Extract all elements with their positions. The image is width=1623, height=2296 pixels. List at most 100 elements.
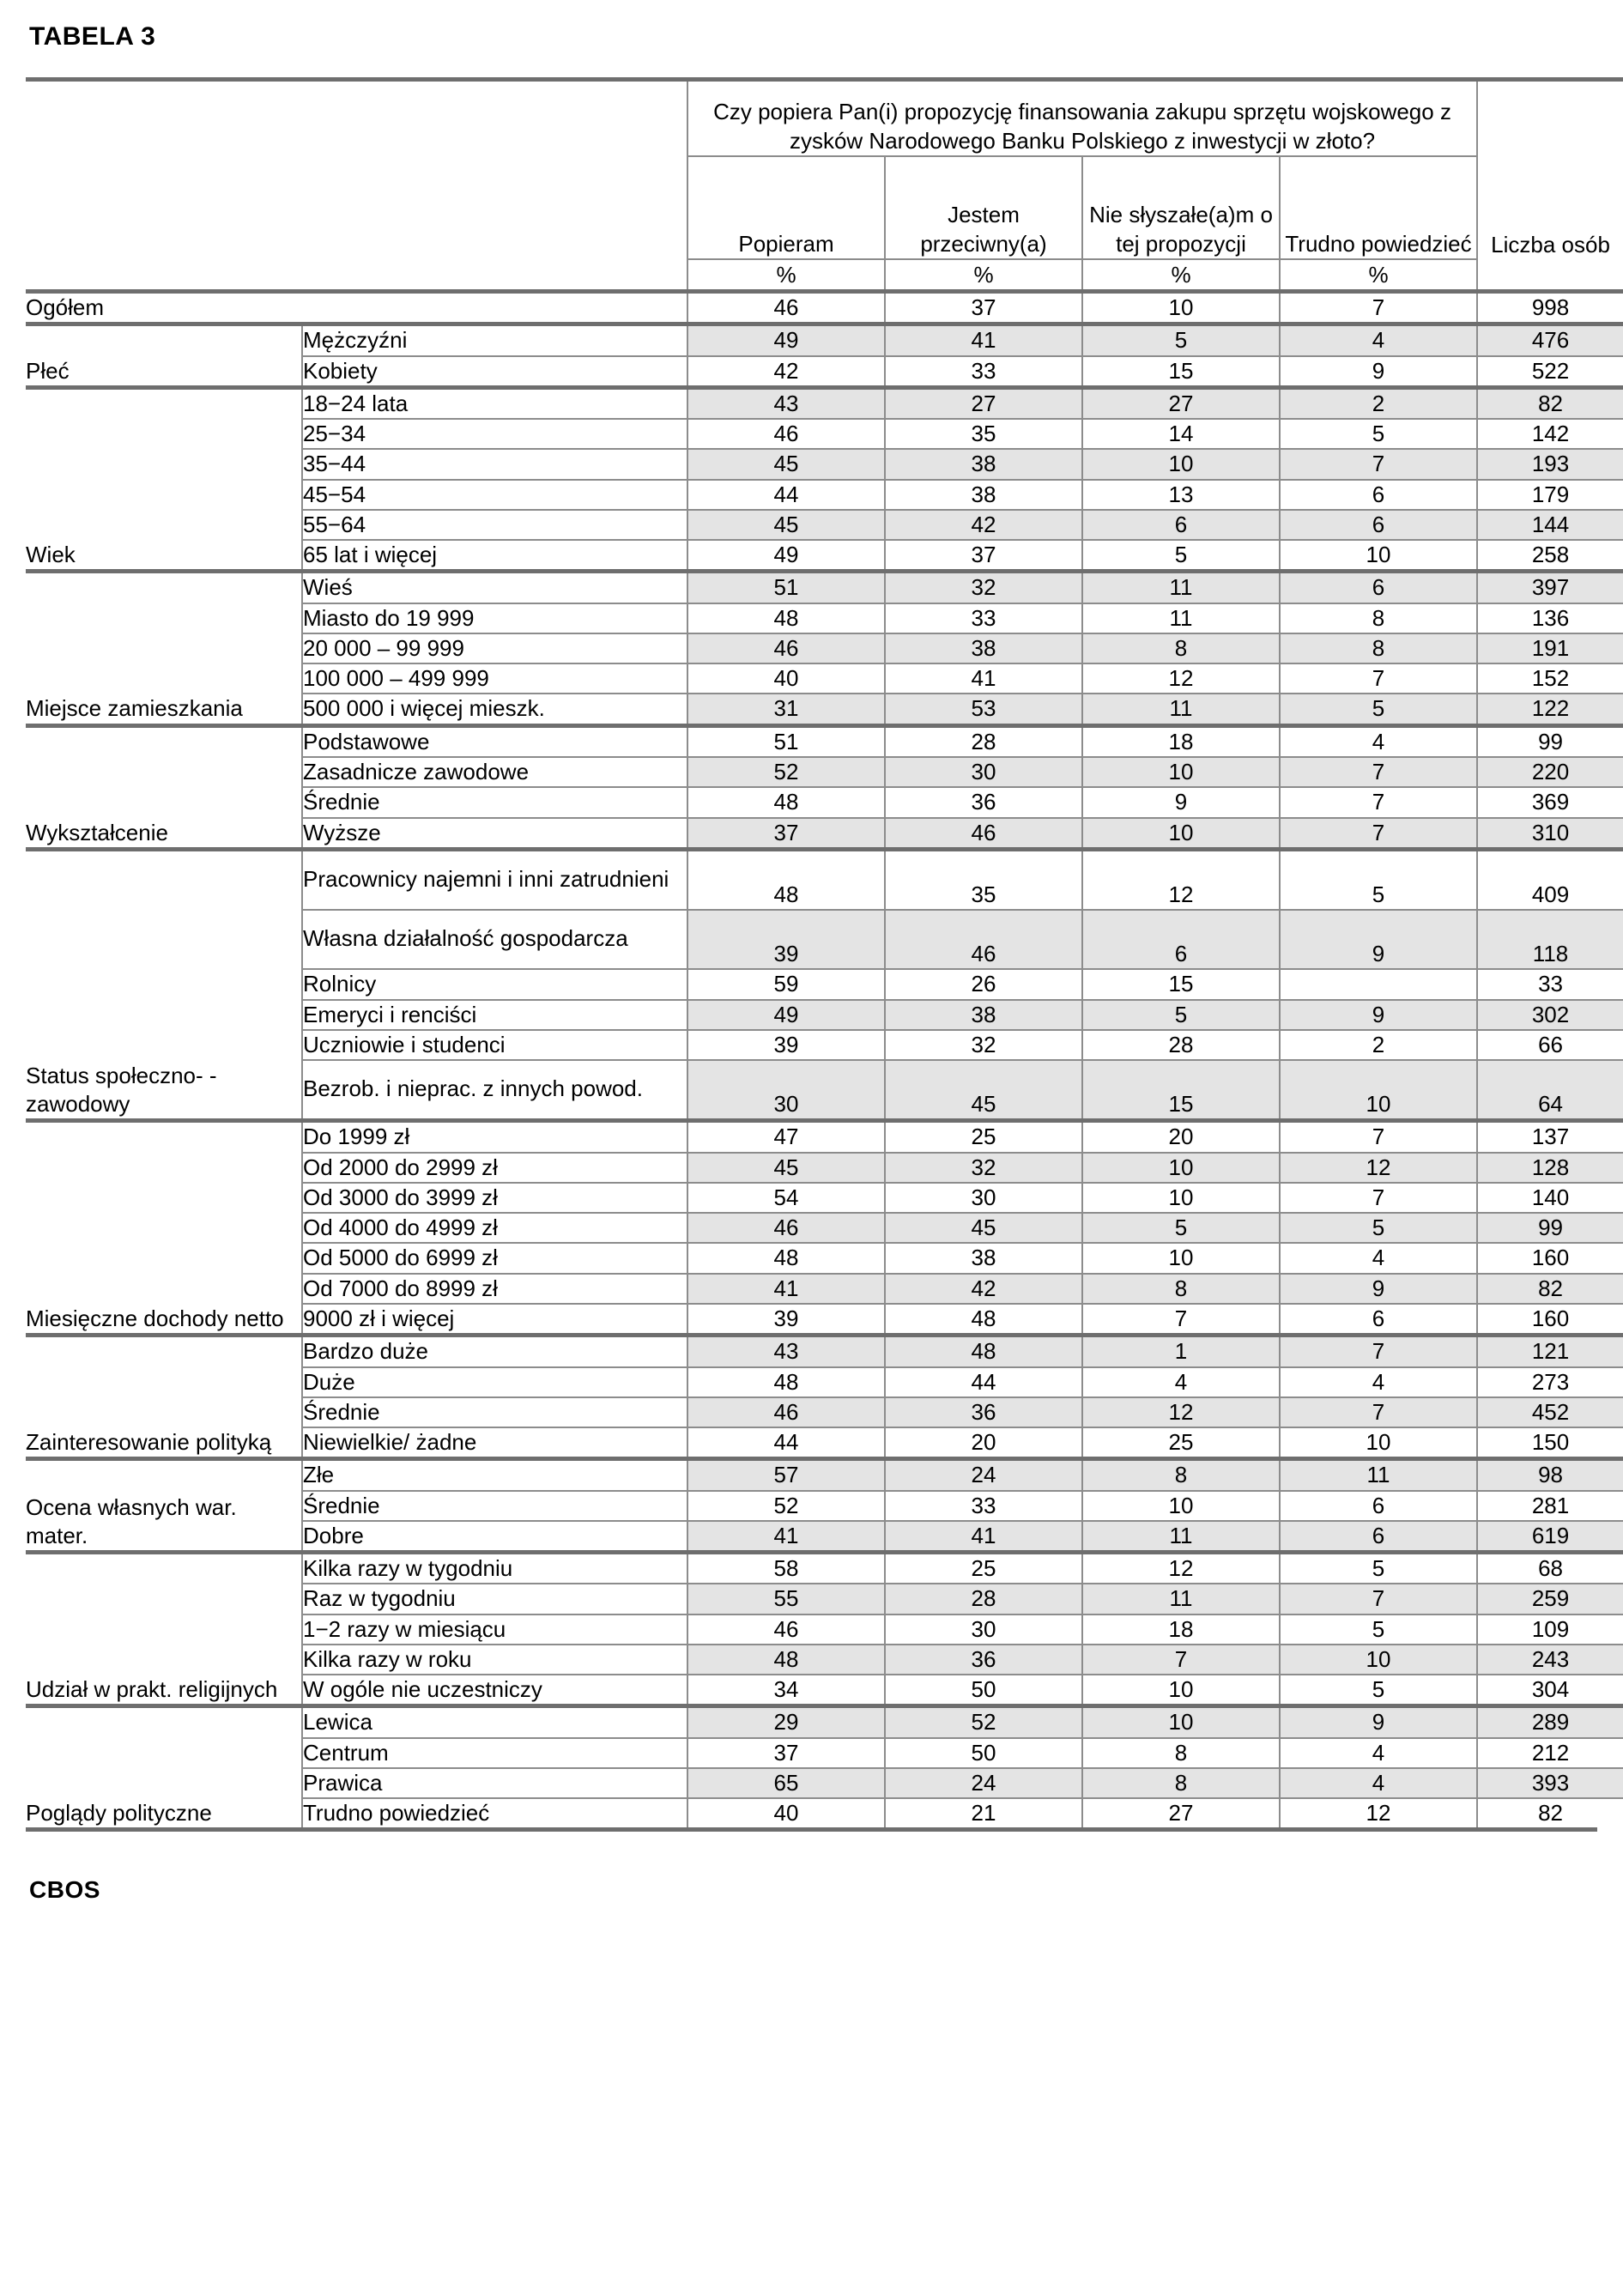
header-unit-3: % xyxy=(1081,258,1280,292)
cell-count: 68 xyxy=(1477,1550,1623,1584)
cell-value: 10 xyxy=(1278,1059,1479,1121)
cell-value: 7 xyxy=(1278,1118,1479,1153)
cell-value: 33 xyxy=(884,602,1082,633)
cell-count: 302 xyxy=(1477,998,1623,1030)
row-label: Kilka razy w roku xyxy=(301,1643,687,1675)
cell-value: 34 xyxy=(687,1674,885,1706)
cell-count: 212 xyxy=(1477,1736,1623,1768)
cell-count: 152 xyxy=(1477,663,1623,694)
table-row: Bezrob. i nieprac. z innych powod. 30 45 15… xyxy=(26,1059,1623,1121)
header-col-nie-slyszalem: Nie słyszałe(a)m o tej propozycji xyxy=(1081,155,1280,259)
cell-value: 8 xyxy=(1278,602,1479,633)
cell-value: 5 xyxy=(1278,1550,1479,1584)
header-unit-2: % xyxy=(884,258,1082,292)
cell-value: 8 xyxy=(1081,632,1280,664)
cell-value: 4 xyxy=(1278,1242,1479,1274)
row-label: Pracownicy najemni i inni zatrudnieni xyxy=(301,846,687,911)
cell-value: 9 xyxy=(1278,909,1479,970)
row-label: Duże xyxy=(301,1366,687,1397)
cell-value: 55 xyxy=(687,1583,885,1614)
cell-value: 49 xyxy=(687,998,885,1030)
header-col-przeciwny: Jestem przeciwny(a) xyxy=(884,155,1082,259)
cell-value: 44 xyxy=(884,1366,1082,1397)
row-group-label: Miesięczne dochody netto xyxy=(26,1118,302,1336)
row-label: Średnie xyxy=(301,1396,687,1428)
table-row: Dobre 41 41 11 6 619 xyxy=(26,1519,1623,1553)
page-title: TABELA 3 xyxy=(29,22,156,51)
row-label: Trudno powiedzieć xyxy=(301,1797,687,1828)
cell-count: 160 xyxy=(1477,1242,1623,1274)
row-label: Raz w tygodniu xyxy=(301,1583,687,1614)
cell-value: 25 xyxy=(884,1550,1082,1584)
cell-value: 10 xyxy=(1081,448,1280,480)
row-label: Centrum xyxy=(301,1736,687,1768)
cell-value: 54 xyxy=(687,1181,885,1214)
cell-value: 39 xyxy=(687,909,885,970)
row-label: Emeryci i renciści xyxy=(301,998,687,1030)
table-row: Własna działalność gospodarcza 39 46 6 9 118 xyxy=(26,909,1623,970)
cell-value: 15 xyxy=(1081,354,1280,388)
header-empty-corner-3 xyxy=(26,259,687,292)
row-label: Do 1999 zł xyxy=(301,1118,687,1153)
table-row: Wykształcenie Podstawowe 51 28 18 4 99 xyxy=(26,723,1623,850)
table-row: Duże 48 44 4 4 273 xyxy=(26,1366,1623,1397)
cell-value: 35 xyxy=(884,846,1082,911)
cell-value: 27 xyxy=(884,385,1082,420)
row-label: 9000 zł i więcej xyxy=(301,1302,687,1336)
table-row: Płeć Mężczyźni 49 41 5 4 476 xyxy=(26,322,1623,388)
cell-value: 27 xyxy=(1081,1797,1280,1828)
table-row: 9000 zł i więcej 39 48 7 6 160 xyxy=(26,1302,1623,1336)
cell-count: 137 xyxy=(1477,1118,1623,1153)
cell-value: 12 xyxy=(1081,1550,1280,1584)
cell-value: 6 xyxy=(1278,569,1479,603)
cell-count: 121 xyxy=(1477,1333,1623,1367)
cell-value: 6 xyxy=(1278,478,1479,510)
table-row: 100 000 – 499 999 40 41 12 7 152 xyxy=(26,663,1623,694)
table-row: 25−34 46 35 14 5 142 xyxy=(26,418,1623,450)
cell-count: 191 xyxy=(1477,632,1623,664)
footer-logo: CBOS xyxy=(29,1876,100,1904)
row-label: Mężczyźni xyxy=(301,322,687,356)
cell-value: 45 xyxy=(687,508,885,541)
cell-value: 18 xyxy=(1081,1613,1280,1645)
cell-value: 46 xyxy=(884,909,1082,970)
cell-value: 5 xyxy=(1081,539,1280,572)
row-label: Ogółem xyxy=(26,288,687,324)
cell-count: 476 xyxy=(1477,322,1623,356)
header-unit-row: % % % % xyxy=(26,258,1623,292)
row-label: Lewica xyxy=(301,1704,687,1738)
cell-count: 304 xyxy=(1477,1674,1623,1706)
cell-count: 160 xyxy=(1477,1302,1623,1336)
table-row: 1−2 razy w miesiącu 46 30 18 5 109 xyxy=(26,1613,1623,1645)
row-label: Rolnicy xyxy=(301,968,687,1000)
cell-value: 10 xyxy=(1278,1643,1479,1675)
cell-value: 11 xyxy=(1081,569,1280,603)
table-row: 500 000 i więcej mieszk. 31 53 11 5 122 xyxy=(26,693,1623,726)
row-label: 55−64 xyxy=(301,508,687,541)
cell-value: 26 xyxy=(884,968,1082,1000)
table-row: Średnie 52 33 10 6 281 xyxy=(26,1489,1623,1521)
cell-value: 44 xyxy=(687,1427,885,1459)
cell-value: 9 xyxy=(1278,1704,1479,1738)
cell-value: 30 xyxy=(687,1059,885,1121)
cell-count: 452 xyxy=(1477,1396,1623,1428)
cell-value: 32 xyxy=(884,569,1082,603)
cell-count: 82 xyxy=(1477,1797,1623,1828)
table-row: Zasadnicze zawodowe 52 30 10 7 220 xyxy=(26,755,1623,788)
cell-value: 41 xyxy=(687,1272,885,1304)
cell-value: 48 xyxy=(687,846,885,911)
cell-value: 25 xyxy=(1081,1427,1280,1459)
table-body: Ogółem 46 37 10 7 998 Płeć Mężczyźni 49 41 5 4 476 Ko… xyxy=(26,288,1623,1828)
header-count-column: Liczba osób xyxy=(1477,77,1623,259)
table-row: Zainteresowanie polityką Bardzo duże 43 48 1… xyxy=(26,1333,1623,1459)
cell-value: 39 xyxy=(687,1028,885,1061)
cell-value: 36 xyxy=(884,786,1082,818)
table-row: Niewielkie/ żadne 44 20 25 10 150 xyxy=(26,1427,1623,1459)
cell-count: 393 xyxy=(1477,1766,1623,1799)
cell-count: 397 xyxy=(1477,569,1623,603)
row-label: Zasadnicze zawodowe xyxy=(301,755,687,788)
cell-value: 46 xyxy=(687,288,885,324)
cell-count: 118 xyxy=(1477,909,1623,970)
cell-value: 33 xyxy=(884,1489,1082,1521)
cell-count: 150 xyxy=(1477,1427,1623,1459)
